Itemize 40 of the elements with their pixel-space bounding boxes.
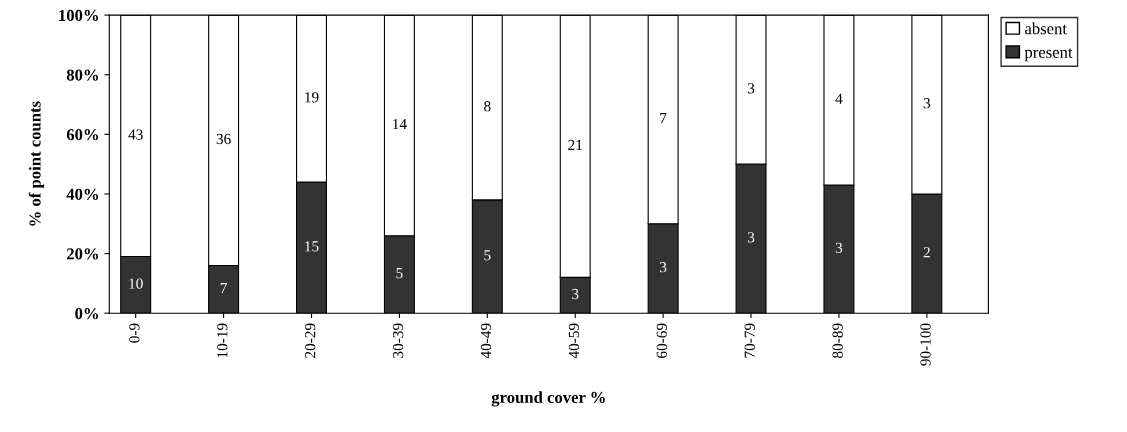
annotation: 43 xyxy=(128,129,143,140)
legend-label: absent xyxy=(1025,22,1067,35)
annotation: 3 xyxy=(835,242,843,253)
x-tick-label: 10-19 xyxy=(217,323,228,358)
annotation: 7 xyxy=(220,283,227,294)
annotation: 5 xyxy=(396,268,403,279)
x-tick-label: 40-49 xyxy=(480,323,492,359)
annotation: 15 xyxy=(305,241,319,252)
annotation: 21 xyxy=(568,139,582,150)
annotation: 36 xyxy=(216,133,231,145)
annotation: 3 xyxy=(660,262,667,273)
x-tick-label: 20-29 xyxy=(305,323,316,358)
annotation: 3 xyxy=(572,288,579,300)
legend-label: present xyxy=(1024,48,1073,62)
y-tick-label: 60% xyxy=(66,129,99,141)
x-tick-label: 40-59 xyxy=(568,323,580,359)
y-tick-label: 100% xyxy=(59,9,99,22)
annotation: 5 xyxy=(484,250,491,261)
y-axis-title: % of point counts xyxy=(28,101,45,226)
x-tick-label: 30-39 xyxy=(392,323,404,358)
annotation: 14 xyxy=(393,119,407,130)
x-axis-title: ground cover % xyxy=(491,391,605,407)
annotation: 3 xyxy=(923,98,931,109)
x-tick-label: 70-79 xyxy=(744,323,755,358)
annotation: 3 xyxy=(747,83,755,94)
x-tick-label: 60-69 xyxy=(656,323,667,358)
x-tick-label: 0-9 xyxy=(129,323,140,343)
annotation: 4 xyxy=(835,93,843,104)
annotation: 19 xyxy=(305,92,319,103)
annotation: 10 xyxy=(129,278,143,289)
annotation: 3 xyxy=(747,232,755,243)
y-tick-label: 0% xyxy=(75,307,99,320)
annotation: 8 xyxy=(484,101,491,112)
annotation: 2 xyxy=(923,247,930,258)
y-tick-label: 80% xyxy=(66,69,99,81)
y-tick-label: 20% xyxy=(66,248,99,260)
annotation: 7 xyxy=(660,113,667,124)
x-tick-label: 80-89 xyxy=(832,323,843,358)
y-tick-label: 40% xyxy=(66,188,99,200)
x-tick-label: 90-100 xyxy=(920,323,931,366)
